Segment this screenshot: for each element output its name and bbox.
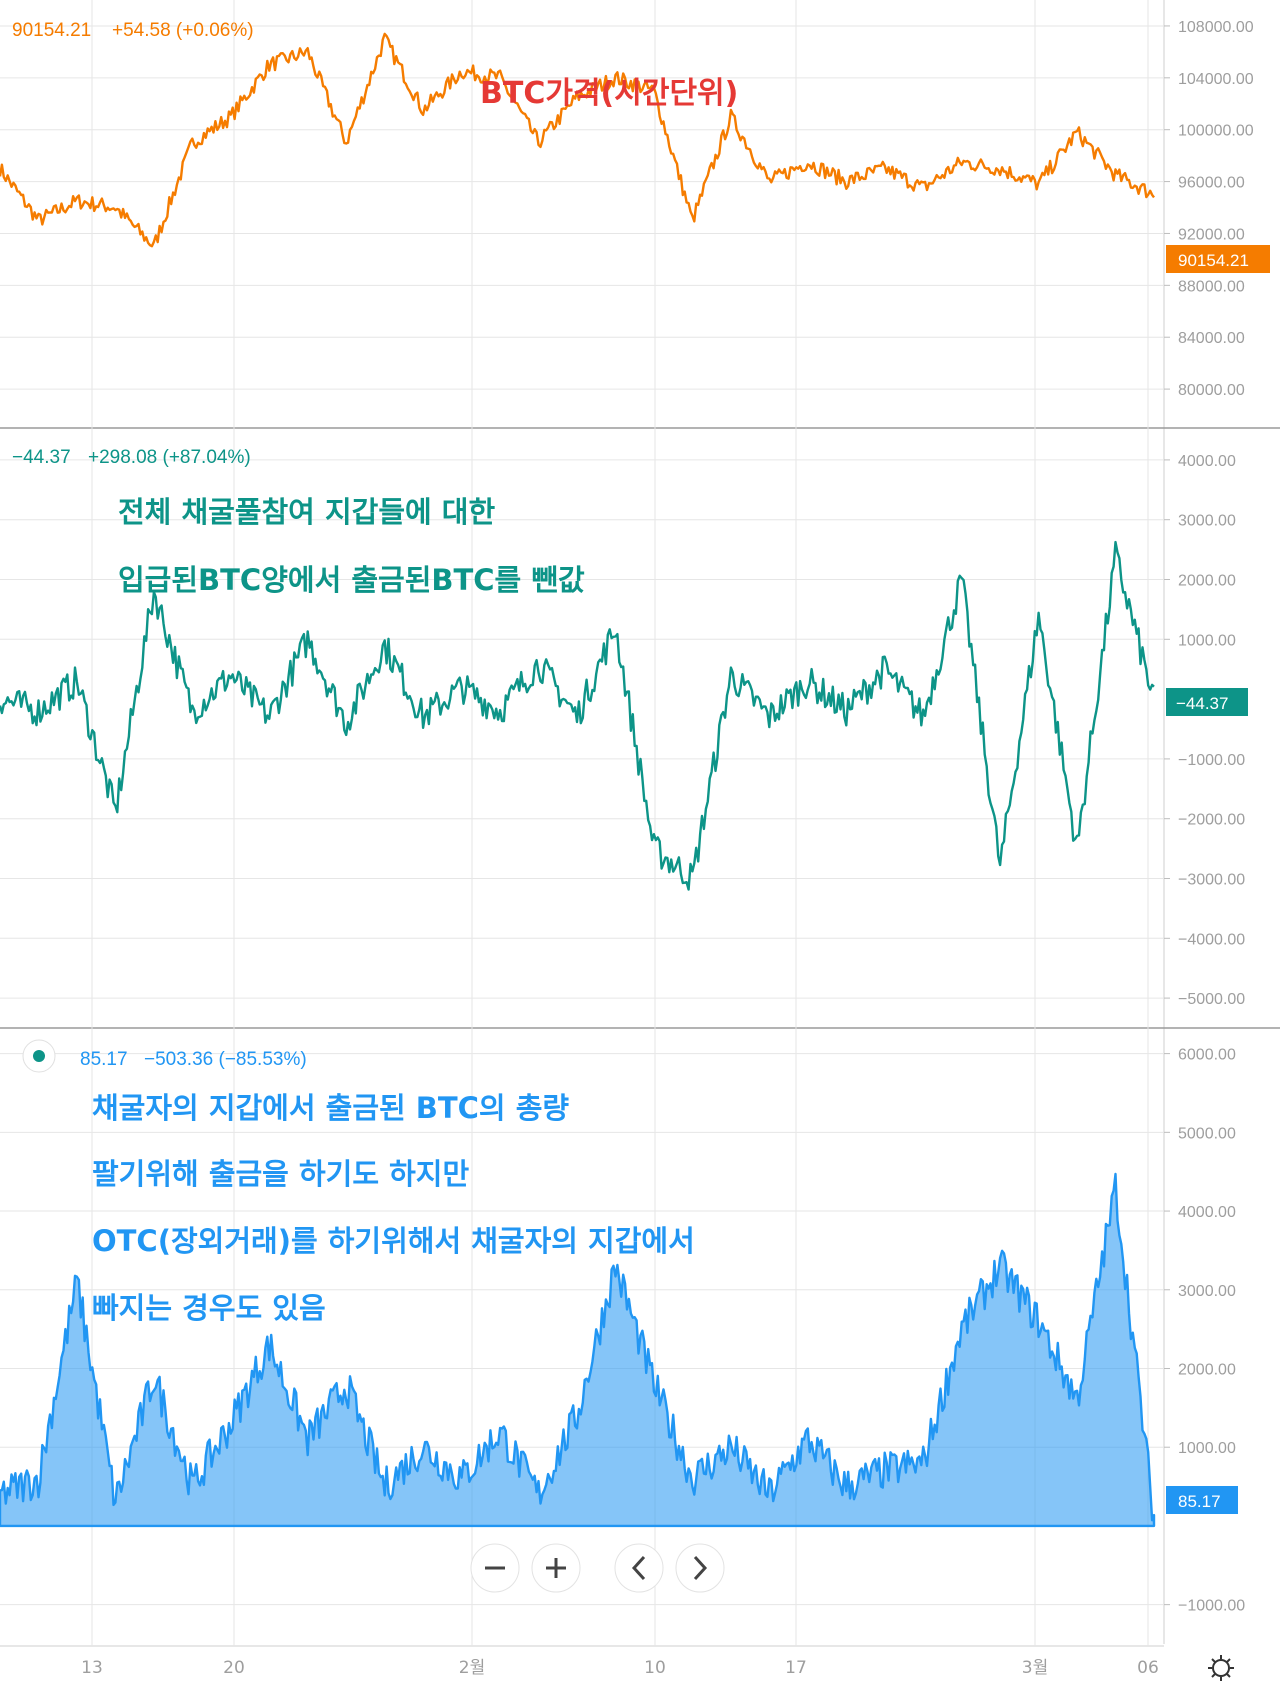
net-last-value-badge	[1166, 688, 1248, 716]
x-tick-label: 10	[644, 1658, 666, 1678]
net-annotation-line-2: 입급된BTC양에서 출금된BTC를 뺀값	[118, 563, 585, 597]
y-tick-label: −5000.00	[1178, 991, 1245, 1008]
y-tick-label: −3000.00	[1178, 872, 1245, 889]
price-last-value-badge	[1166, 245, 1270, 273]
y-tick-label: 104000.00	[1178, 71, 1254, 88]
x-tick-label: 20	[223, 1658, 245, 1678]
price-series-line	[0, 32, 1155, 248]
x-tick-label: 17	[785, 1658, 807, 1678]
series-dot-inner	[33, 1050, 45, 1062]
y-tick-label: −2000.00	[1178, 812, 1245, 829]
price-header-change: +54.58 (+0.06%)	[112, 20, 254, 41]
y-tick-label: 4000.00	[1178, 1204, 1236, 1221]
net-y-axis: 4000.00 3000.00 2000.00 1000.00 −1000.00 −200…	[1164, 453, 1245, 1008]
net-flow-panel[interactable]: −44.37 +298.08 (+87.04%) 전체 채굴풀참여 지갑들에 대…	[0, 447, 1248, 1008]
y-tick-label: 3000.00	[1178, 513, 1236, 530]
y-tick-label: 6000.00	[1178, 1047, 1236, 1064]
price-annotation: BTC가격(시간단위)	[480, 76, 738, 111]
zoom-out-button[interactable]	[470, 1543, 520, 1593]
outflow-header-value: 85.17	[80, 1049, 128, 1070]
scroll-left-button[interactable]	[614, 1543, 664, 1593]
net-header-change: +298.08 (+87.04%)	[88, 447, 251, 468]
gear-icon	[1212, 1659, 1230, 1677]
outflow-last-value-label: 85.17	[1178, 1492, 1221, 1511]
net-last-value-label: −44.37	[1176, 694, 1228, 713]
y-tick-label: 108000.00	[1178, 19, 1254, 36]
scroll-right-button[interactable]	[675, 1543, 725, 1593]
y-tick-label: −4000.00	[1178, 931, 1245, 948]
y-tick-label: 1000.00	[1178, 632, 1236, 649]
price-header-value: 90154.21	[12, 20, 91, 41]
y-tick-label: 2000.00	[1178, 1361, 1236, 1378]
outflow-annotation-line-3: OTC(장외거래)를 하기위해서 채굴자의 지갑에서	[92, 1224, 695, 1258]
outflow-last-value-badge	[1166, 1486, 1238, 1514]
outflow-annotation-line-1: 채굴자의 지갑에서 출금된 BTC의 총량	[92, 1091, 569, 1125]
price-last-value-label: 90154.21	[1178, 251, 1249, 270]
gear-icon-teeth	[1208, 1655, 1234, 1681]
x-tick-label: 06	[1137, 1658, 1159, 1678]
y-tick-label: 5000.00	[1178, 1125, 1236, 1142]
y-tick-label: 1000.00	[1178, 1440, 1236, 1457]
settings-button[interactable]	[1208, 1655, 1234, 1681]
y-tick-label: 96000.00	[1178, 175, 1245, 192]
net-header-value: −44.37	[12, 447, 71, 468]
y-tick-label: 88000.00	[1178, 278, 1245, 295]
y-tick-label: 4000.00	[1178, 453, 1236, 470]
y-tick-label: −1000.00	[1178, 752, 1245, 769]
net-flow-series-line	[0, 540, 1155, 891]
scroll-left-button-bg	[614, 1543, 664, 1593]
price-panel[interactable]: 90154.21 +54.58 (+0.06%) BTC가격(시간단위) 108…	[0, 19, 1270, 399]
chevron-right-icon	[693, 1555, 708, 1581]
outflow-annotation-line-4: 빠지는 경우도 있음	[92, 1291, 326, 1325]
outflow-panel[interactable]: 85.17 −503.36 (−85.53%) 채굴자의 지갑에서 출금된 BT…	[0, 1039, 1245, 1615]
outflow-header-change: −503.36 (−85.53%)	[144, 1049, 307, 1070]
y-tick-label: 84000.00	[1178, 330, 1245, 347]
outflow-annotation-line-2: 팔기위해 출금을 하기도 하지만	[92, 1157, 469, 1191]
net-annotation-line-1: 전체 채굴풀참여 지갑들에 대한	[118, 495, 495, 529]
plus-icon	[546, 1558, 566, 1578]
y-tick-label: 2000.00	[1178, 573, 1236, 590]
outflow-series-area	[0, 1172, 1156, 1528]
y-tick-label: 100000.00	[1178, 123, 1254, 140]
y-tick-label: 92000.00	[1178, 226, 1245, 243]
chevron-left-icon	[631, 1555, 646, 1581]
x-tick-label: 13	[81, 1658, 103, 1678]
y-tick-label: 80000.00	[1178, 382, 1245, 399]
x-tick-label: 3월	[1022, 1658, 1048, 1678]
zoom-in-button[interactable]	[531, 1543, 581, 1593]
y-tick-label: 3000.00	[1178, 1283, 1236, 1300]
x-axis: 13 20 2월 10 17 3월 06	[81, 1658, 1159, 1678]
x-tick-label: 2월	[459, 1658, 485, 1678]
scroll-right-button-bg	[675, 1543, 725, 1593]
outflow-y-axis: 6000.00 5000.00 4000.00 3000.00 2000.00 1000.…	[1164, 1047, 1245, 1615]
price-y-axis: 108000.00 104000.00 100000.00 96000.00 92000…	[1164, 19, 1254, 399]
y-tick-label: −1000.00	[1178, 1598, 1245, 1615]
